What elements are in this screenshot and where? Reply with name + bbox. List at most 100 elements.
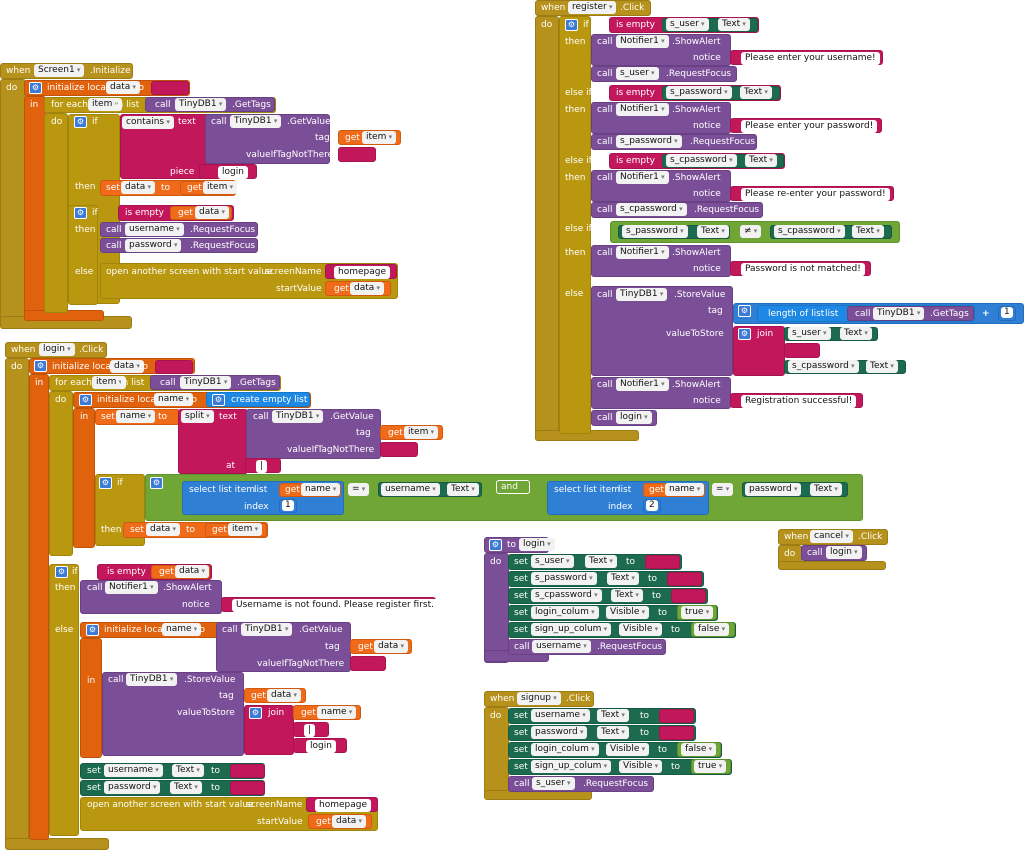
component-dropdown[interactable]: sign_up_colum bbox=[531, 623, 612, 636]
property-dropdown[interactable]: Text bbox=[840, 327, 872, 340]
boolean-dropdown[interactable]: true bbox=[681, 606, 714, 619]
property-dropdown[interactable]: Text bbox=[597, 709, 629, 722]
mutator-gear-icon[interactable]: ⚙ bbox=[99, 477, 112, 489]
component-dropdown[interactable]: login_colum bbox=[531, 606, 599, 619]
notifier-dropdown[interactable]: Notifier1 bbox=[616, 35, 669, 48]
procedure-dropdown[interactable]: login bbox=[826, 546, 862, 559]
loop-var-field[interactable]: item bbox=[88, 98, 123, 111]
property-dropdown[interactable]: Text bbox=[852, 225, 884, 238]
component-dropdown[interactable]: s_user bbox=[616, 67, 659, 80]
component-dropdown[interactable]: signup bbox=[517, 692, 561, 705]
var-dropdown[interactable]: name bbox=[665, 483, 705, 496]
tinydb-dropdown[interactable]: TinyDB1 bbox=[241, 623, 293, 636]
procedure-dropdown[interactable]: login bbox=[616, 411, 652, 424]
var-name-field[interactable]: data bbox=[110, 360, 145, 373]
text-value[interactable]: Username is not found. Please register f… bbox=[232, 599, 438, 612]
component-dropdown[interactable]: password bbox=[531, 726, 588, 739]
text-value[interactable]: Password is not matched! bbox=[741, 263, 865, 276]
text-value[interactable]: login bbox=[306, 740, 336, 753]
var-name-field[interactable]: name bbox=[162, 623, 202, 636]
store-value-block[interactable] bbox=[591, 286, 733, 376]
var-dropdown[interactable]: data bbox=[350, 282, 385, 295]
component-dropdown[interactable]: s_password bbox=[622, 225, 688, 238]
var-dropdown[interactable]: data bbox=[175, 565, 210, 578]
component-dropdown[interactable]: s_cpassword bbox=[531, 589, 602, 602]
property-dropdown[interactable]: Text bbox=[597, 726, 629, 739]
property-dropdown[interactable]: Text bbox=[172, 764, 204, 777]
empty-text-block[interactable] bbox=[230, 781, 265, 795]
procedure-name-field[interactable]: login bbox=[519, 538, 555, 551]
component-dropdown[interactable]: s_cpassword bbox=[666, 154, 737, 167]
text-value[interactable]: | bbox=[304, 724, 316, 737]
component-dropdown[interactable]: sign_up_colum bbox=[531, 760, 612, 773]
number-value[interactable]: 1 bbox=[282, 500, 294, 511]
property-dropdown[interactable]: Visible bbox=[606, 606, 650, 619]
mutator-gear-icon[interactable]: ⚙ bbox=[489, 539, 502, 551]
mutator-gear-icon[interactable]: ⚙ bbox=[34, 360, 47, 372]
component-dropdown[interactable]: password bbox=[125, 239, 182, 252]
text-bar-block[interactable] bbox=[784, 343, 820, 358]
component-dropdown[interactable]: s_user bbox=[788, 327, 831, 340]
var-name-field[interactable]: name bbox=[154, 393, 194, 406]
nested-if-block[interactable] bbox=[68, 205, 98, 305]
boolean-dropdown[interactable]: true bbox=[694, 760, 727, 773]
notifier-dropdown[interactable]: Notifier1 bbox=[105, 581, 158, 594]
mutator-gear-icon[interactable]: ⚙ bbox=[249, 707, 262, 719]
empty-text-block[interactable] bbox=[230, 764, 265, 778]
empty-text-block[interactable] bbox=[671, 589, 706, 603]
empty-text-block[interactable] bbox=[151, 81, 189, 95]
notifier-dropdown[interactable]: Notifier1 bbox=[616, 378, 669, 391]
empty-text-block[interactable] bbox=[338, 147, 376, 162]
property-dropdown[interactable]: Text bbox=[611, 589, 643, 602]
and-op-dropdown[interactable] bbox=[496, 480, 530, 494]
tinydb-dropdown[interactable]: TinyDB1 bbox=[616, 288, 668, 301]
var-dropdown[interactable]: data bbox=[195, 206, 230, 219]
component-dropdown[interactable]: username bbox=[531, 709, 590, 722]
var-dropdown[interactable]: data bbox=[121, 181, 156, 194]
var-dropdown[interactable]: data bbox=[146, 523, 181, 536]
var-name-field[interactable]: data bbox=[106, 81, 141, 94]
component-dropdown[interactable]: s_user bbox=[531, 555, 574, 568]
empty-text-block[interactable] bbox=[350, 656, 386, 671]
property-dropdown[interactable]: Text bbox=[170, 781, 202, 794]
component-dropdown[interactable]: s_password bbox=[531, 572, 597, 585]
mutator-gear-icon[interactable]: ⚙ bbox=[74, 207, 87, 219]
component-dropdown[interactable]: username bbox=[104, 764, 163, 777]
tinydb-dropdown[interactable]: TinyDB1 bbox=[180, 376, 232, 389]
tinydb-dropdown[interactable]: TinyDB1 bbox=[230, 115, 282, 128]
component-dropdown[interactable]: Screen1 bbox=[34, 64, 85, 77]
property-dropdown[interactable]: Text bbox=[697, 225, 729, 238]
tinydb-dropdown[interactable]: TinyDB1 bbox=[272, 410, 324, 423]
mutator-gear-icon[interactable]: ⚙ bbox=[74, 116, 87, 128]
text-value[interactable]: Please re-enter your password! bbox=[741, 188, 890, 201]
component-dropdown[interactable]: login_colum bbox=[531, 743, 599, 756]
component-dropdown[interactable]: s_user bbox=[532, 777, 575, 790]
notifier-dropdown[interactable]: Notifier1 bbox=[616, 103, 669, 116]
property-dropdown[interactable]: Visible bbox=[606, 743, 650, 756]
text-value[interactable]: Please enter your password! bbox=[741, 120, 878, 133]
compare-op-dropdown[interactable]: = bbox=[712, 483, 734, 496]
component-dropdown[interactable]: s_cpassword bbox=[774, 225, 845, 238]
var-dropdown[interactable]: item bbox=[228, 523, 263, 536]
property-dropdown[interactable]: Text bbox=[866, 360, 898, 373]
component-dropdown[interactable]: s_cpassword bbox=[616, 203, 687, 216]
compare-op-dropdown[interactable]: = bbox=[348, 483, 370, 496]
var-dropdown[interactable]: data bbox=[332, 815, 367, 828]
mutator-gear-icon[interactable]: ⚙ bbox=[29, 82, 42, 94]
empty-text-block[interactable] bbox=[667, 572, 702, 586]
empty-text-block[interactable] bbox=[659, 726, 694, 740]
text-value[interactable]: homepage bbox=[315, 799, 371, 812]
text-value[interactable]: Please enter your username! bbox=[741, 52, 880, 65]
notifier-dropdown[interactable]: Notifier1 bbox=[616, 246, 669, 259]
component-dropdown[interactable]: cancel bbox=[810, 530, 853, 543]
component-dropdown[interactable]: s_cpassword bbox=[788, 360, 859, 373]
mutator-gear-icon[interactable]: ⚙ bbox=[55, 566, 68, 578]
component-dropdown[interactable]: password bbox=[104, 781, 161, 794]
mutator-gear-icon[interactable]: ⚙ bbox=[86, 624, 99, 636]
text-value[interactable]: Registration successful! bbox=[741, 395, 857, 408]
store-value-block[interactable] bbox=[102, 672, 244, 756]
component-dropdown[interactable]: username bbox=[532, 640, 591, 653]
notifier-dropdown[interactable]: Notifier1 bbox=[616, 171, 669, 184]
number-value[interactable]: 2 bbox=[646, 500, 658, 511]
